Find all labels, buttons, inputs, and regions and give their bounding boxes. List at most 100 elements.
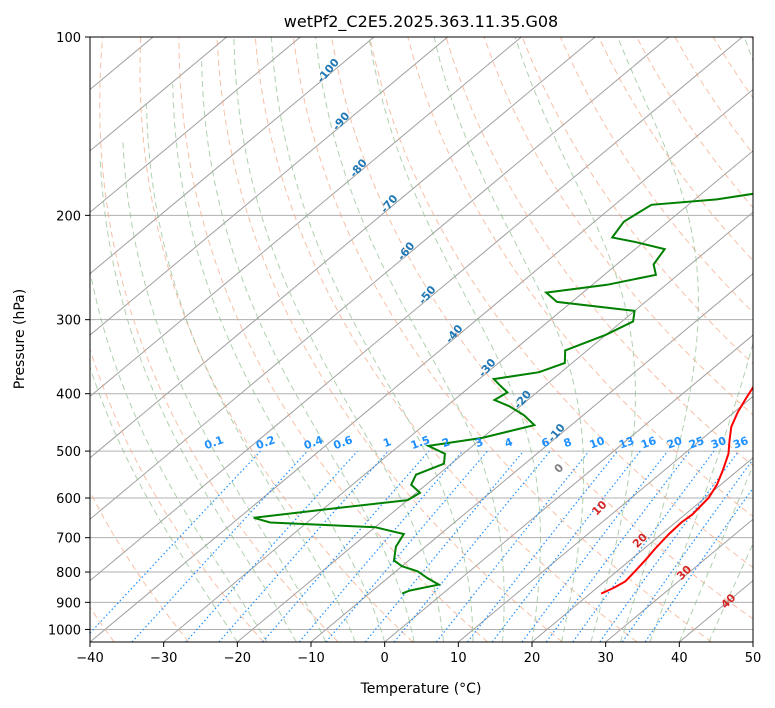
x-tick-label: 0 xyxy=(381,651,389,666)
moist-adiabat xyxy=(514,37,636,642)
x-axis-ticks: −40 −30 −20 −10 0 10 20 30 40 50 xyxy=(76,642,761,666)
x-tick-label: 50 xyxy=(745,651,762,666)
isotherm-line xyxy=(90,37,743,582)
x-tick-label: −30 xyxy=(150,651,177,666)
mixing-ratio-label: 4 xyxy=(503,435,515,450)
isotherm-line xyxy=(90,37,227,152)
moist-adiabat xyxy=(270,37,474,642)
grid-layer xyxy=(90,37,753,642)
dry-adiabat xyxy=(178,37,488,642)
isotherm-line xyxy=(90,37,375,275)
mixing-ratio-line xyxy=(521,450,669,642)
mixing-ratio-label: 0.6 xyxy=(332,433,355,452)
dry-adiabat xyxy=(216,37,563,642)
dewpoint-profile-line xyxy=(253,192,753,595)
y-axis-label: Pressure (hPa) xyxy=(12,289,28,389)
mixing-ratio-label: 3 xyxy=(473,435,485,450)
moist-adiabat xyxy=(617,37,699,642)
dry-adiabat xyxy=(445,37,753,467)
mixing-ratio-label: 10 xyxy=(588,434,607,452)
moist-adiabat xyxy=(99,157,297,642)
y-tick-label: 700 xyxy=(56,532,81,547)
moist-adiabat xyxy=(678,464,753,642)
chart-title: wetPf2_C2E5.2025.363.11.35.G08 xyxy=(284,12,558,32)
x-tick-label: −20 xyxy=(224,651,251,666)
x-axis-label: Temperature (°C) xyxy=(360,681,482,697)
isotherm-line xyxy=(90,37,301,213)
moist-adiabat xyxy=(201,61,415,642)
mixing-ratio-label: 1 xyxy=(381,435,393,450)
y-tick-label: 300 xyxy=(56,314,81,329)
mixing-ratio-label: 25 xyxy=(687,434,706,451)
mixing-ratio-label: 2 xyxy=(440,435,452,450)
mixing-ratio-label: 13 xyxy=(617,434,636,451)
dry-adiabat xyxy=(369,37,753,569)
x-tick-label: 20 xyxy=(524,651,541,666)
mixing-ratio-label: 30 xyxy=(709,434,728,452)
y-tick-label: 600 xyxy=(56,492,81,507)
moist-adiabat xyxy=(146,104,356,642)
mixing-ratio-line xyxy=(572,450,715,642)
mixing-ratio-label: 16 xyxy=(639,434,658,452)
isotherm-line xyxy=(90,37,522,398)
x-tick-label: −40 xyxy=(76,651,103,666)
dry-adiabat xyxy=(90,347,264,642)
isotherm-line xyxy=(163,150,753,642)
moist-adiabat xyxy=(315,37,505,642)
moist-adiabat xyxy=(649,37,753,642)
isotherm-line xyxy=(90,88,753,642)
y-tick-label: 900 xyxy=(56,596,81,611)
y-tick-label: 200 xyxy=(56,209,81,224)
isotherm-line xyxy=(384,334,753,642)
mixing-ratio-line xyxy=(435,450,590,642)
dry-adiabat xyxy=(254,37,638,642)
x-tick-label: −10 xyxy=(297,651,324,666)
y-tick-label: 500 xyxy=(56,445,81,460)
moist-adiabat xyxy=(90,365,238,642)
moist-adiabat xyxy=(122,141,327,642)
moist-adiabat xyxy=(433,37,585,642)
mixing-ratio-line xyxy=(599,450,740,642)
mixing-ratio-line xyxy=(185,450,358,642)
background-lines xyxy=(90,37,753,642)
series-layer xyxy=(253,192,753,595)
dry-adiabat xyxy=(90,490,190,642)
y-tick-label: 100 xyxy=(56,31,81,46)
mixing-ratio-label: 6 xyxy=(540,435,552,450)
mixing-ratio-label: 0.1 xyxy=(203,433,226,452)
plot-frame xyxy=(89,36,754,643)
dry-adiabat xyxy=(292,37,712,642)
moist-adiabat xyxy=(368,37,541,642)
isotherm-line xyxy=(237,211,753,642)
mixing-ratio-line xyxy=(621,458,753,642)
mixing-ratio-label: 8 xyxy=(562,435,574,450)
x-tick-label: 40 xyxy=(671,651,688,666)
moist-adiabat xyxy=(172,83,386,642)
mixing-ratio-label: 1.5 xyxy=(409,433,432,452)
dry-adiabat xyxy=(331,37,753,620)
mixing-ratio-label: 0.4 xyxy=(302,433,325,452)
isotherm-line xyxy=(605,518,753,642)
y-tick-label: 800 xyxy=(56,566,81,581)
isotherm-line xyxy=(90,37,669,520)
mixing-ratio-line xyxy=(644,487,753,642)
mixing-ratio-line xyxy=(393,450,551,642)
mixing-ratio-line xyxy=(325,450,488,642)
y-tick-label: 1000 xyxy=(48,623,81,638)
temperature-profile-line xyxy=(600,385,753,595)
dry-adiabat xyxy=(407,37,753,518)
mixing-ratio-line xyxy=(218,450,389,642)
mixing-ratio-line xyxy=(131,450,308,642)
mixing-ratio-line xyxy=(364,450,525,642)
mixing-ratio-label: 20 xyxy=(665,434,684,452)
x-tick-label: 10 xyxy=(450,651,467,666)
isotherm-line xyxy=(90,37,596,459)
y-tick-label: 400 xyxy=(56,388,81,403)
y-axis-ticks: 100 200 300 400 500 600 700 800 900 1000 xyxy=(48,31,90,638)
moist-adiabat xyxy=(90,268,268,642)
mixing-ratio-line xyxy=(545,450,691,642)
mixing-ratio-label: 0.2 xyxy=(254,433,277,452)
mixing-ratio-line xyxy=(90,450,262,635)
x-tick-label: 30 xyxy=(597,651,614,666)
